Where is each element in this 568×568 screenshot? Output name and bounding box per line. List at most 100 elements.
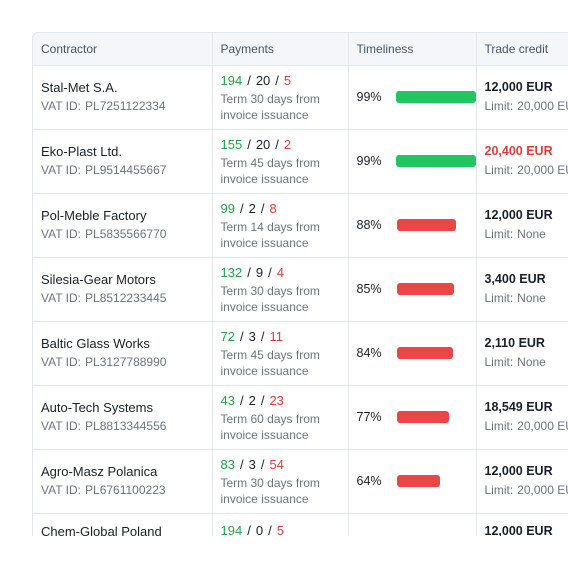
- timeliness-cell: 99%: [348, 129, 477, 194]
- payments-cell: 99/2/8 Term 14 days from invoice issuance: [212, 193, 349, 258]
- trade-credit-amount: 2,110 EUR: [484, 336, 545, 350]
- timeliness-cell: 77%: [348, 385, 477, 450]
- timeliness: 99%: [357, 154, 475, 168]
- contractor-name[interactable]: Pol-Meble Factory: [41, 208, 147, 223]
- contractor-name[interactable]: Chem-Global Poland: [41, 523, 162, 537]
- timeliness-bar: [396, 283, 454, 295]
- payments-late-count: 5: [276, 522, 284, 537]
- table-row[interactable]: Chem-Global Poland 194 / 0 / 5 12,000 EUR: [33, 513, 568, 536]
- contractor-name[interactable]: Baltic Glass Works: [41, 336, 150, 351]
- table-row[interactable]: Pol-Meble Factory VAT ID: PL5835566770 99/2…: [33, 193, 568, 258]
- payments-counts: 194 / 0 / 5: [221, 522, 348, 537]
- payments-counts: 99/2/8: [221, 200, 348, 217]
- limit-value: None: [517, 355, 546, 369]
- trade-credit-limit: Limit: None: [485, 353, 568, 372]
- contractor-name[interactable]: Eko-Plast Ltd.: [41, 144, 122, 159]
- trade-credit-amount: 12,000 EUR: [484, 80, 553, 94]
- contractor-name[interactable]: Auto-Tech Systems: [41, 400, 153, 415]
- table-row[interactable]: Auto-Tech Systems VAT ID: PL8813344556 43/ 2…: [33, 385, 568, 450]
- contractor-name[interactable]: Agro-Masz Polanica: [41, 464, 158, 479]
- contractor-name[interactable]: Silesia-Gear Motors: [41, 272, 156, 287]
- timeliness-cell: 85%: [348, 257, 477, 322]
- vat-id: VAT ID: PL7251122334: [41, 97, 211, 116]
- timeliness-bar: [395, 155, 475, 167]
- trade-credit-limit: Limit:20,000 EUR: [485, 97, 568, 116]
- separator: /: [275, 72, 279, 88]
- timeliness-cell: 88%: [348, 193, 477, 258]
- payments-on-time-count: 83: [220, 456, 235, 472]
- limit-value: None: [517, 291, 546, 305]
- timeliness: 77%: [357, 410, 476, 424]
- payments-on-time-count: 194: [220, 522, 243, 537]
- contractor-cell: Agro-Masz Polanica VAT ID: PL6761100223: [33, 449, 213, 514]
- column-header-payments[interactable]: Payments: [212, 33, 349, 66]
- payments-late-count: 23: [269, 392, 284, 408]
- contractor-cell: Eko-Plast Ltd. VAT ID: PL9514455667: [33, 129, 213, 194]
- timeliness-percent: 77%: [356, 410, 382, 424]
- vat-id-value: PL7251122334: [85, 99, 166, 113]
- vat-id-value: PL6761100223: [85, 483, 166, 497]
- contractor-name[interactable]: Stal-Met S.A.: [41, 80, 118, 95]
- payments-pending-count: 0: [255, 522, 264, 537]
- table-row[interactable]: Agro-Masz Polanica VAT ID: PL6761100223 83 /…: [33, 449, 568, 514]
- timeliness-bar: [396, 347, 453, 359]
- timeliness-cell: 99%: [348, 65, 477, 130]
- separator: /: [247, 136, 251, 152]
- separator: /: [239, 200, 244, 216]
- payments-late-count: 8: [269, 200, 277, 216]
- contractor-cell: Baltic Glass Works VAT ID: PL3127788990: [33, 321, 213, 386]
- payments-counts: 132/9/4: [221, 264, 348, 281]
- payments-on-time-count: 72: [220, 328, 235, 344]
- table-row[interactable]: Silesia-Gear Motors VAT ID: PL8512233445 13…: [33, 257, 568, 322]
- payments-cell: 83/3/54 Term 30 days from invoice issuanc…: [212, 449, 349, 514]
- limit-label: Limit:: [484, 483, 514, 497]
- column-header-timeliness[interactable]: Timeliness: [348, 33, 477, 66]
- timeliness-bar: [396, 475, 440, 487]
- trade-credit-limit: Limit:20,000 EUR: [485, 161, 568, 180]
- vat-id: VAT ID: PL9514455667: [41, 161, 211, 180]
- table-row[interactable]: Baltic Glass Works VAT ID: PL3127788990 72/…: [33, 321, 568, 386]
- payments-cell: 132/9/4 Term 30 days from invoice issuanc…: [212, 257, 349, 322]
- timeliness-percent: 84%: [356, 346, 382, 360]
- table-row[interactable]: Stal-Met S.A. VAT ID: PL7251122334 194/20/5…: [33, 65, 568, 130]
- column-header-contractor[interactable]: Contractor: [33, 33, 213, 66]
- payment-term: Term 45 days from invoice issuance: [220, 155, 320, 186]
- header-row: Contractor Payments Timeliness Trade cre…: [33, 33, 568, 66]
- payment-term: Term 30 days from invoice issuance: [220, 283, 320, 314]
- payments-cell: 155/20/2 Term 45 days from invoice issuan…: [212, 129, 349, 194]
- timeliness-percent: 88%: [356, 218, 382, 232]
- limit-label: Limit:: [484, 355, 514, 369]
- trade-credit-limit: Limit:20,000 EUR: [485, 481, 568, 500]
- payments-late-count: 11: [269, 328, 283, 344]
- separator: /: [260, 456, 265, 472]
- limit-label: Limit:: [484, 163, 514, 177]
- limit-label: Limit:: [484, 419, 514, 433]
- contractors-table-container: Contractor Payments Timeliness Trade cre…: [32, 32, 568, 536]
- trade-credit-limit: Limit: None: [485, 225, 568, 244]
- trade-credit-amount: 12,000 EUR: [484, 464, 553, 478]
- vat-id-value: PL5835566770: [85, 227, 167, 241]
- vat-id: VAT ID: PL5835566770: [41, 225, 211, 244]
- trade-credit-cell: 12,000 EUR Limit:20,000 EUR: [476, 65, 568, 130]
- payments-pending-count: 20: [255, 136, 271, 152]
- payments-late-count: 5: [283, 72, 292, 88]
- column-header-trade-credit[interactable]: Trade credit: [476, 33, 568, 66]
- separator: /: [239, 392, 244, 408]
- payment-term: Term 14 days from invoice issuance: [220, 219, 320, 250]
- payments-on-time-count: 43: [220, 392, 235, 408]
- payment-term: Term 45 days from invoice issuance: [220, 347, 320, 378]
- vat-id: VAT ID: PL3127788990: [41, 353, 211, 372]
- contractor-cell: Stal-Met S.A. VAT ID: PL7251122334: [33, 65, 213, 130]
- payments-pending-count: 2: [248, 200, 256, 216]
- payments-on-time-count: 99: [220, 200, 235, 216]
- limit-value: 20,000 EUR: [517, 99, 568, 113]
- vat-id: VAT ID: PL8813344556: [41, 417, 211, 436]
- trade-credit-cell: 20,400 EUR Limit:20,000 EUR: [476, 129, 568, 194]
- table-row[interactable]: Eko-Plast Ltd. VAT ID: PL9514455667 155/20/…: [33, 129, 568, 194]
- timeliness-bar: [396, 411, 449, 423]
- payments-on-time-count: 194: [220, 72, 243, 88]
- separator: /: [268, 522, 272, 537]
- timeliness-cell: 84%: [348, 321, 477, 386]
- limit-value: 20,000 EUR: [517, 419, 568, 433]
- payments-late-count: 2: [283, 136, 292, 152]
